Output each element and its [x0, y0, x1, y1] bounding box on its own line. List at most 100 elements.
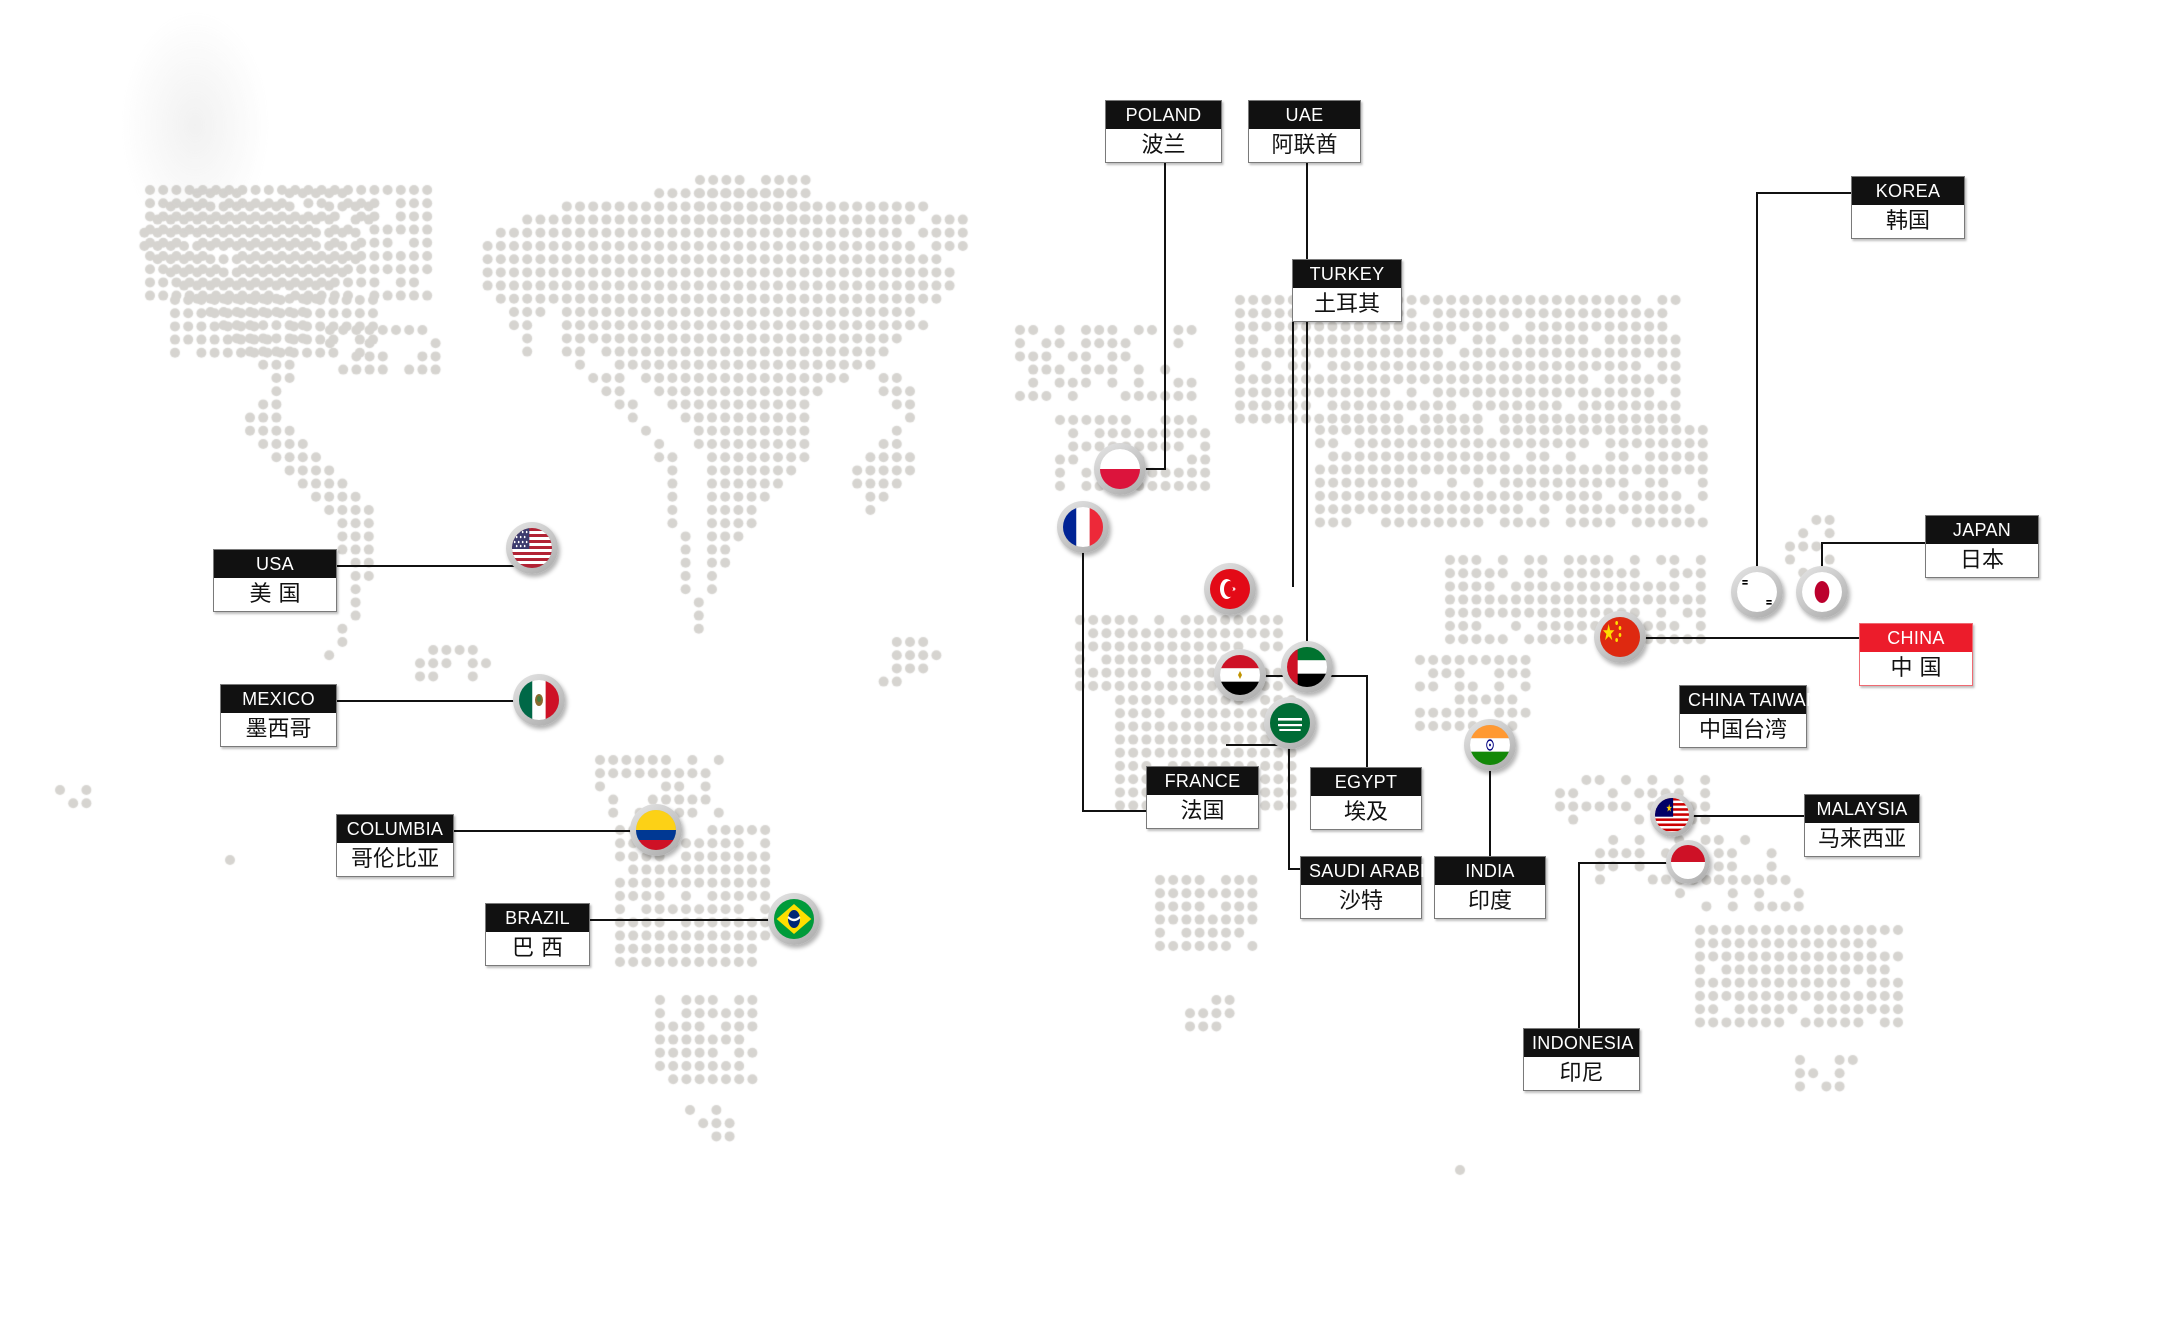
- malaysia-flag-icon: [1655, 798, 1689, 832]
- label-uae[interactable]: UAE 阿联酋: [1248, 100, 1361, 163]
- flag-marker-korea[interactable]: [1731, 566, 1783, 618]
- label-poland-en: POLAND: [1106, 101, 1221, 129]
- flag-marker-china[interactable]: [1594, 611, 1646, 663]
- connector-brazil: [588, 919, 772, 921]
- egypt-flag-icon: [1220, 655, 1260, 695]
- label-india-cn: 印度: [1435, 885, 1545, 918]
- flag-marker-india[interactable]: [1464, 719, 1516, 771]
- label-japan[interactable]: JAPAN 日本: [1925, 515, 2039, 578]
- label-saudi-arabia-en: SAUDI ARABIA: [1301, 857, 1421, 885]
- connector-japan-horizontal: [1822, 542, 1926, 544]
- label-japan-en: JAPAN: [1926, 516, 2038, 544]
- flag-marker-columbia[interactable]: [630, 804, 682, 856]
- brazil-flag-icon: [774, 899, 814, 939]
- label-saudi-arabia-cn: 沙特: [1301, 885, 1421, 918]
- flag-marker-malaysia[interactable]: [1650, 793, 1694, 837]
- flag-marker-france[interactable]: [1057, 501, 1109, 553]
- label-poland[interactable]: POLAND 波兰: [1105, 100, 1222, 163]
- label-egypt[interactable]: EGYPT 埃及: [1310, 767, 1422, 830]
- flag-marker-saudi-arabia[interactable]: [1264, 697, 1316, 749]
- label-korea-cn: 韩国: [1852, 205, 1964, 238]
- label-mexico-cn: 墨西哥: [221, 713, 336, 746]
- connector-columbia: [452, 830, 634, 832]
- label-malaysia[interactable]: MALAYSIA 马来西亚: [1804, 794, 1920, 857]
- label-brazil[interactable]: BRAZIL 巴 西: [485, 903, 590, 966]
- indonesia-flag-icon: [1671, 845, 1705, 879]
- label-france-cn: 法国: [1147, 795, 1258, 828]
- label-indonesia-cn: 印尼: [1524, 1057, 1639, 1090]
- label-indonesia[interactable]: INDONESIA 印尼: [1523, 1028, 1640, 1091]
- flag-marker-poland[interactable]: [1094, 443, 1146, 495]
- connector-france-vertical: [1082, 527, 1084, 812]
- connector-uae-vertical: [1306, 157, 1308, 647]
- connector-korea-horizontal: [1756, 192, 1852, 194]
- label-brazil-en: BRAZIL: [486, 904, 589, 932]
- label-indonesia-en: INDONESIA: [1524, 1029, 1639, 1057]
- label-usa-cn: 美 国: [214, 578, 336, 611]
- flag-marker-japan[interactable]: [1796, 566, 1848, 618]
- saudi-arabia-flag-icon: [1270, 703, 1310, 743]
- label-usa-en: USA: [214, 550, 336, 578]
- mexico-flag-icon: [519, 680, 559, 720]
- flag-marker-egypt[interactable]: [1214, 649, 1266, 701]
- label-china[interactable]: CHINA 中 国: [1859, 623, 1973, 686]
- columbia-flag-icon: [636, 810, 676, 850]
- label-france-en: FRANCE: [1147, 767, 1258, 795]
- label-france[interactable]: FRANCE 法国: [1146, 766, 1259, 829]
- connector-france-horizontal: [1082, 810, 1148, 812]
- world-map-infographic: USA 美 国 MEXICO 墨西哥 COLUMBIA 哥伦比亚 BRAZIL …: [0, 0, 2157, 1328]
- label-china-taiwan-en: CHINA TAIWAN: [1680, 686, 1806, 714]
- connector-egypt-vertical: [1366, 675, 1368, 770]
- turkey-flag-icon: [1210, 569, 1250, 609]
- connector-turkey-stem: [1292, 317, 1294, 587]
- label-egypt-cn: 埃及: [1311, 796, 1421, 829]
- label-turkey-en: TURKEY: [1293, 260, 1401, 288]
- label-malaysia-en: MALAYSIA: [1805, 795, 1919, 823]
- label-turkey[interactable]: TURKEY 土耳其: [1292, 259, 1402, 322]
- label-china-taiwan-cn: 中国台湾: [1680, 714, 1806, 747]
- label-china-taiwan[interactable]: CHINA TAIWAN 中国台湾: [1679, 685, 1807, 748]
- label-korea-en: KOREA: [1852, 177, 1964, 205]
- label-korea[interactable]: KOREA 韩国: [1851, 176, 1965, 239]
- india-flag-icon: [1470, 725, 1510, 765]
- flag-marker-usa[interactable]: [506, 522, 558, 574]
- label-turkey-cn: 土耳其: [1293, 288, 1401, 321]
- label-uae-cn: 阿联酋: [1249, 129, 1360, 162]
- connector-usa: [336, 565, 516, 567]
- connector-poland-vertical: [1164, 157, 1166, 469]
- connector-korea-vertical: [1756, 192, 1758, 592]
- uae-flag-icon: [1287, 647, 1327, 687]
- connector-indonesia-vertical: [1578, 862, 1580, 1032]
- label-malaysia-cn: 马来西亚: [1805, 823, 1919, 856]
- connector-mexico: [336, 700, 518, 702]
- flag-marker-mexico[interactable]: [513, 674, 565, 726]
- flag-marker-brazil[interactable]: [768, 893, 820, 945]
- usa-flag-icon: [512, 528, 552, 568]
- flag-marker-uae[interactable]: [1281, 641, 1333, 693]
- connector-china-horizontal: [1638, 637, 1860, 639]
- label-egypt-en: EGYPT: [1311, 768, 1421, 796]
- france-flag-icon: [1063, 507, 1103, 547]
- label-china-en: CHINA: [1860, 624, 1972, 652]
- label-china-cn: 中 国: [1860, 652, 1972, 685]
- china-flag-icon: [1600, 617, 1640, 657]
- label-mexico-en: MEXICO: [221, 685, 336, 713]
- label-india[interactable]: INDIA 印度: [1434, 856, 1546, 919]
- label-columbia[interactable]: COLUMBIA 哥伦比亚: [336, 814, 454, 877]
- label-saudi-arabia[interactable]: SAUDI ARABIA 沙特: [1300, 856, 1422, 919]
- poland-flag-icon: [1100, 449, 1140, 489]
- flag-marker-turkey[interactable]: [1204, 563, 1256, 615]
- label-poland-cn: 波兰: [1106, 129, 1221, 162]
- label-columbia-cn: 哥伦比亚: [337, 843, 453, 876]
- label-usa[interactable]: USA 美 国: [213, 549, 337, 612]
- label-japan-cn: 日本: [1926, 544, 2038, 577]
- label-india-en: INDIA: [1435, 857, 1545, 885]
- japan-flag-icon: [1802, 572, 1842, 612]
- label-brazil-cn: 巴 西: [486, 932, 589, 965]
- label-columbia-en: COLUMBIA: [337, 815, 453, 843]
- label-uae-en: UAE: [1249, 101, 1360, 129]
- korea-flag-icon: [1737, 572, 1777, 612]
- dotted-world-map: [0, 0, 2157, 1328]
- flag-marker-indonesia[interactable]: [1666, 840, 1710, 884]
- label-mexico[interactable]: MEXICO 墨西哥: [220, 684, 337, 747]
